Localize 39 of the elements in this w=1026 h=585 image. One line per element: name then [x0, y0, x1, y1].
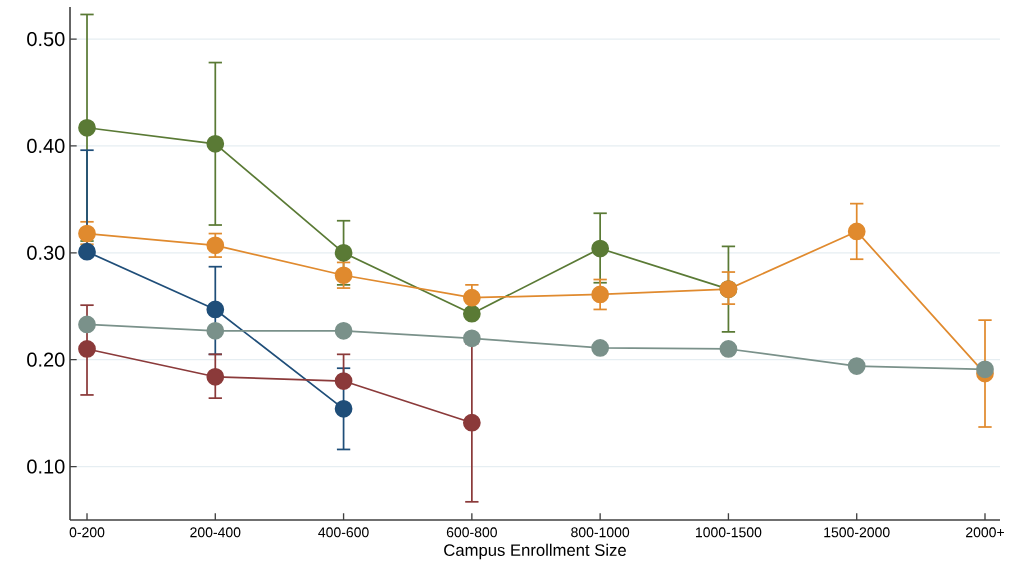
- point: [462, 413, 481, 432]
- y-tick-label: 0.10: [27, 459, 65, 474]
- point: [206, 134, 225, 153]
- x-tick-label: 2000+: [966, 527, 1004, 538]
- point: [462, 288, 481, 307]
- point: [206, 321, 225, 340]
- point: [847, 222, 866, 241]
- point: [206, 300, 225, 319]
- point: [462, 329, 481, 348]
- x-axis-title: Campus Enrollment Size: [444, 543, 626, 560]
- point: [591, 339, 610, 357]
- x-tick-label: 1500-2000: [824, 527, 890, 538]
- point: [334, 372, 353, 390]
- point: [719, 340, 738, 358]
- y-tick-label: 0.20: [27, 352, 65, 367]
- point: [334, 243, 353, 262]
- x-tick-label: 800-1000: [571, 527, 630, 538]
- y-tick-label: 0.40: [27, 138, 65, 153]
- point: [976, 360, 994, 379]
- y-tick-label: 0.50: [27, 31, 65, 47]
- x-tick-label: 0-200: [69, 527, 105, 538]
- point: [78, 242, 96, 261]
- point: [206, 367, 225, 386]
- x-tick-label: 1000-1500: [696, 527, 762, 538]
- x-tick-label: 600-800: [446, 527, 497, 538]
- point: [78, 340, 96, 358]
- point: [334, 399, 353, 418]
- point: [206, 236, 225, 255]
- point: [591, 239, 610, 258]
- point: [334, 266, 353, 285]
- point: [847, 357, 866, 375]
- point: [78, 315, 96, 334]
- point: [462, 304, 481, 323]
- point: [78, 118, 96, 137]
- point: [334, 321, 353, 340]
- point: [591, 285, 610, 304]
- x-tick-label: 400-600: [318, 527, 369, 538]
- y-tick-label: 0.30: [27, 245, 65, 260]
- x-tick-label: 200-400: [190, 527, 241, 538]
